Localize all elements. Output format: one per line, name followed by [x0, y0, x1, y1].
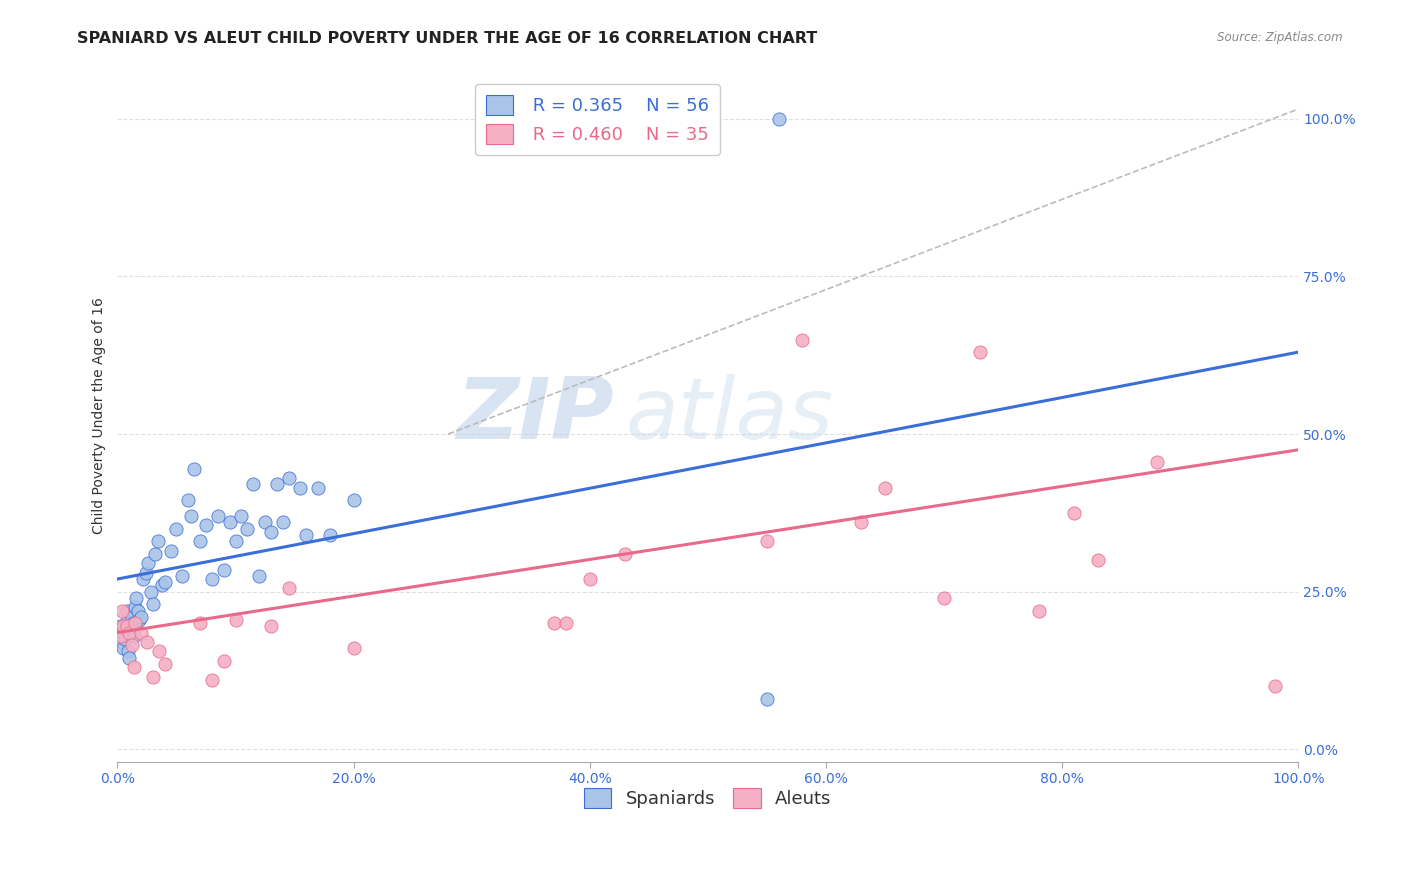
Point [290, 481, 312, 495]
Point [112, 641, 135, 656]
Point [121, 610, 143, 624]
Point [247, 569, 270, 583]
Point [307, 481, 329, 495]
Point [124, 616, 146, 631]
Point [295, 528, 318, 542]
Point [172, 569, 194, 583]
Point [932, 591, 955, 605]
Point [578, 572, 600, 586]
Point [201, 572, 224, 586]
Point [129, 610, 152, 624]
Point [111, 603, 134, 617]
Point [225, 613, 247, 627]
Point [343, 493, 366, 508]
Point [121, 638, 143, 652]
Point [114, 632, 136, 646]
Point [277, 582, 299, 596]
Point [136, 635, 159, 649]
Point [124, 600, 146, 615]
Point [543, 616, 565, 631]
Point [122, 660, 145, 674]
Point [143, 547, 166, 561]
Point [319, 528, 342, 542]
Point [121, 616, 143, 631]
Point [254, 516, 277, 530]
Point [1146, 455, 1168, 469]
Point [212, 654, 235, 668]
Point [177, 493, 200, 508]
Point [159, 543, 181, 558]
Point [183, 461, 205, 475]
Point [127, 603, 149, 617]
Point [180, 508, 202, 523]
Point [115, 603, 138, 617]
Point [851, 516, 873, 530]
Point [125, 591, 148, 605]
Point [139, 584, 162, 599]
Point [218, 516, 240, 530]
Text: atlas: atlas [626, 374, 834, 457]
Point [132, 572, 155, 586]
Point [266, 477, 288, 491]
Point [1028, 603, 1050, 617]
Point [114, 616, 136, 631]
Point [117, 644, 139, 658]
Point [118, 625, 141, 640]
Point [118, 650, 141, 665]
Point [969, 345, 991, 359]
Point [129, 625, 152, 640]
Point [260, 619, 283, 633]
Point [277, 471, 299, 485]
Point [153, 575, 176, 590]
Point [755, 691, 778, 706]
Point [112, 619, 135, 633]
Point [115, 619, 138, 633]
Point [755, 534, 778, 549]
Text: Source: ZipAtlas.com: Source: ZipAtlas.com [1218, 31, 1343, 45]
Point [614, 547, 637, 561]
Point [110, 629, 132, 643]
Legend: Spaniards, Aleuts: Spaniards, Aleuts [578, 780, 838, 815]
Point [166, 522, 188, 536]
Point [108, 619, 131, 633]
Point [1264, 679, 1286, 693]
Point [111, 625, 134, 640]
Y-axis label: Child Poverty Under the Age of 16: Child Poverty Under the Age of 16 [93, 297, 107, 533]
Point [128, 613, 150, 627]
Point [142, 670, 165, 684]
Point [188, 534, 211, 549]
Point [343, 641, 366, 656]
Point [236, 522, 259, 536]
Point [225, 534, 247, 549]
Point [1063, 506, 1085, 520]
Point [136, 556, 159, 570]
Point [195, 518, 218, 533]
Point [122, 629, 145, 643]
Point [120, 623, 142, 637]
Point [555, 616, 578, 631]
Point [873, 481, 896, 495]
Point [231, 508, 253, 523]
Point [148, 644, 170, 658]
Point [242, 477, 264, 491]
Point [207, 508, 229, 523]
Text: ZIP: ZIP [456, 374, 613, 457]
Point [110, 635, 132, 649]
Point [271, 516, 294, 530]
Point [260, 524, 283, 539]
Point [153, 657, 176, 671]
Point [201, 673, 224, 687]
Point [212, 563, 235, 577]
Point [768, 112, 790, 126]
Point [188, 616, 211, 631]
Point [1087, 553, 1109, 567]
Point [142, 597, 165, 611]
Point [150, 578, 173, 592]
Point [146, 534, 169, 549]
Point [792, 333, 814, 347]
Point [135, 566, 157, 580]
Text: SPANIARD VS ALEUT CHILD POVERTY UNDER THE AGE OF 16 CORRELATION CHART: SPANIARD VS ALEUT CHILD POVERTY UNDER TH… [77, 31, 817, 46]
